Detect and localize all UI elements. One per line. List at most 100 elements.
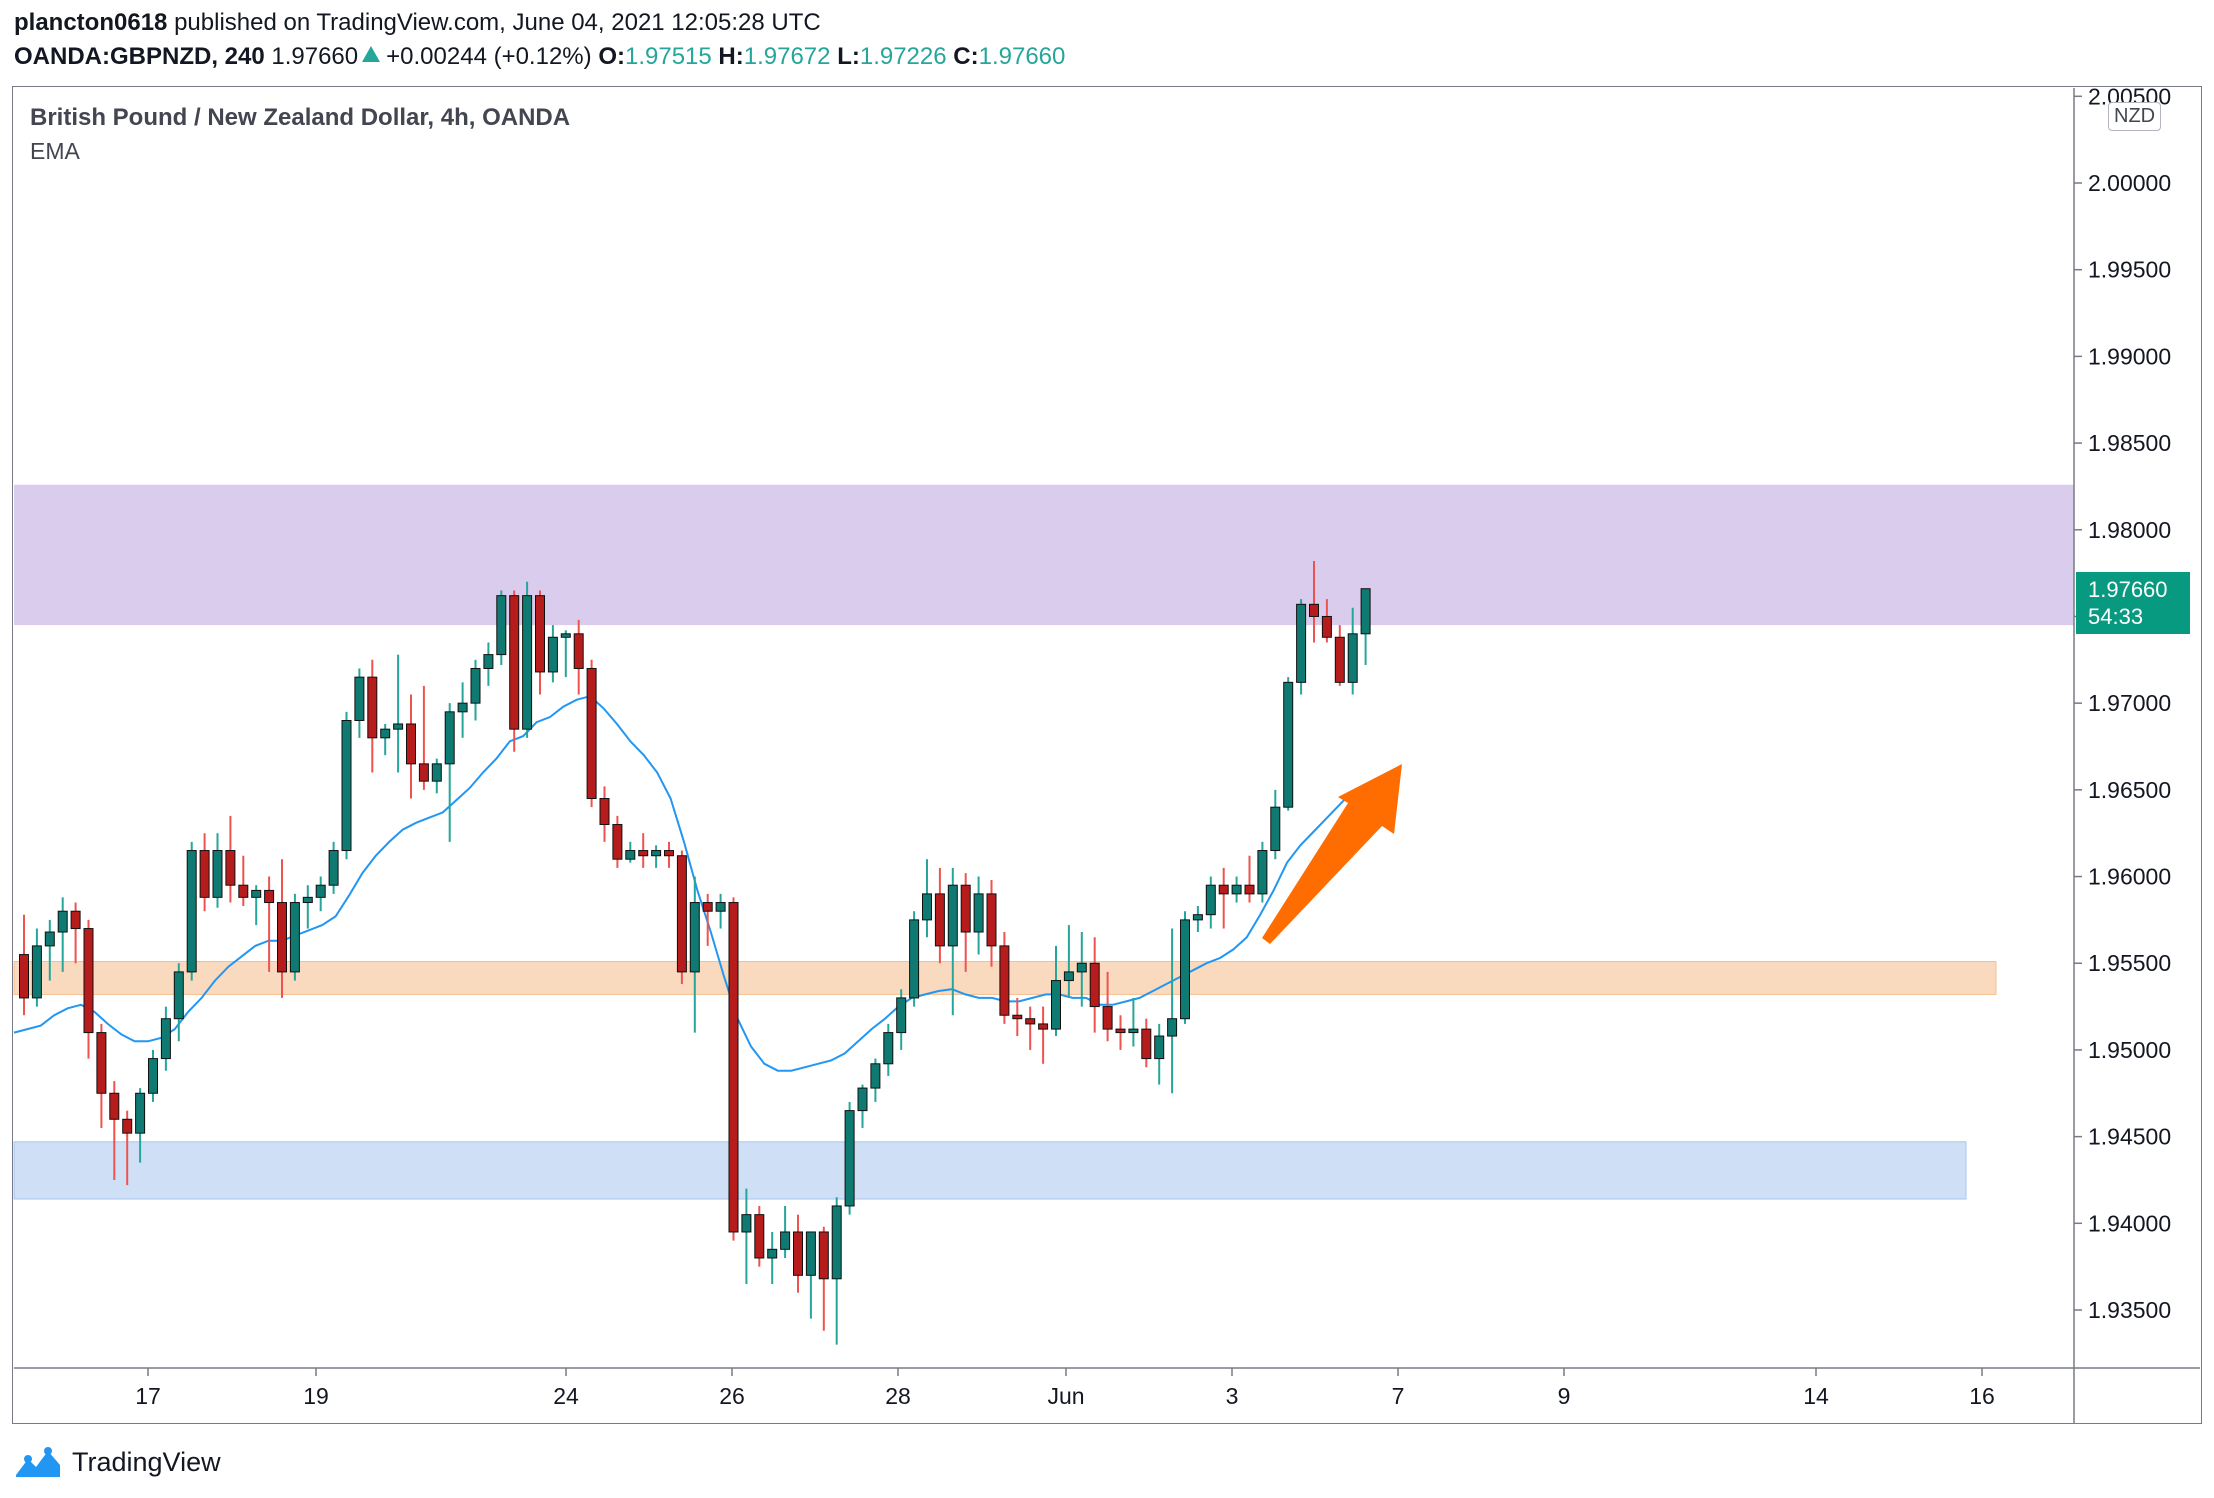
- candle[interactable]: [1257, 841, 1268, 903]
- candle[interactable]: [44, 919, 55, 981]
- candle[interactable]: [651, 845, 662, 868]
- candle[interactable]: [1283, 677, 1294, 811]
- candle[interactable]: [1180, 911, 1190, 1024]
- candle[interactable]: [664, 841, 674, 868]
- candle[interactable]: [754, 1205, 765, 1267]
- candle[interactable]: [70, 902, 81, 964]
- candle[interactable]: [444, 703, 455, 842]
- candle[interactable]: [741, 1188, 752, 1284]
- candle[interactable]: [547, 625, 558, 683]
- candle[interactable]: [909, 911, 920, 1007]
- candle[interactable]: [393, 654, 404, 773]
- candle[interactable]: [922, 859, 932, 938]
- candle[interactable]: [264, 876, 275, 972]
- candle[interactable]: [986, 880, 997, 967]
- candle[interactable]: [1115, 1015, 1126, 1050]
- candle[interactable]: [1309, 560, 1319, 643]
- candle[interactable]: [160, 1006, 171, 1071]
- candle[interactable]: [1128, 997, 1139, 1047]
- candle[interactable]: [818, 1226, 829, 1331]
- candle[interactable]: [676, 850, 687, 985]
- candle[interactable]: [1321, 599, 1332, 643]
- candle[interactable]: [483, 642, 494, 686]
- candle[interactable]: [599, 786, 610, 842]
- candle[interactable]: [238, 855, 249, 907]
- candle[interactable]: [1154, 1023, 1165, 1085]
- candle[interactable]: [225, 815, 236, 903]
- candle[interactable]: [31, 928, 42, 1007]
- candle[interactable]: [934, 867, 945, 964]
- candle[interactable]: [431, 758, 442, 794]
- candle[interactable]: [496, 590, 507, 666]
- candle[interactable]: [367, 659, 378, 773]
- candle[interactable]: [1025, 1006, 1036, 1050]
- candle[interactable]: [186, 841, 197, 981]
- candle[interactable]: [1167, 928, 1178, 1094]
- candle[interactable]: [973, 876, 984, 955]
- zone-demand[interactable]: [13, 1141, 1967, 1200]
- candle[interactable]: [1051, 945, 1061, 1037]
- candle[interactable]: [341, 711, 352, 860]
- candle[interactable]: [1089, 937, 1100, 1033]
- candle[interactable]: [947, 867, 958, 1016]
- candle[interactable]: [1192, 906, 1203, 933]
- candle[interactable]: [793, 1214, 803, 1293]
- candle[interactable]: [289, 893, 300, 981]
- candle[interactable]: [1141, 1018, 1152, 1068]
- candle[interactable]: [689, 876, 700, 1033]
- candle[interactable]: [728, 897, 739, 1241]
- candle[interactable]: [1296, 599, 1307, 695]
- candle[interactable]: [638, 833, 649, 868]
- candle[interactable]: [354, 668, 365, 738]
- candle[interactable]: [715, 893, 726, 929]
- candle[interactable]: [535, 590, 545, 695]
- candle[interactable]: [277, 859, 287, 998]
- candle[interactable]: [199, 833, 210, 912]
- candle[interactable]: [831, 1197, 842, 1345]
- candle[interactable]: [302, 885, 313, 929]
- footer-brand[interactable]: TradingView: [14, 1442, 221, 1482]
- candle[interactable]: [83, 919, 94, 1059]
- candle[interactable]: [148, 1049, 158, 1102]
- candle[interactable]: [1012, 997, 1023, 1037]
- candle[interactable]: [509, 590, 520, 752]
- candle[interactable]: [315, 876, 326, 912]
- candle[interactable]: [612, 815, 623, 868]
- candle[interactable]: [896, 989, 907, 1050]
- candle[interactable]: [251, 885, 262, 926]
- candle[interactable]: [135, 1088, 146, 1163]
- candle[interactable]: [857, 1084, 868, 1128]
- candle[interactable]: [883, 1023, 894, 1076]
- candle[interactable]: [522, 581, 533, 738]
- candle[interactable]: [418, 685, 429, 790]
- candle[interactable]: [1347, 607, 1358, 695]
- candle[interactable]: [960, 873, 971, 972]
- candle[interactable]: [470, 659, 481, 721]
- candle[interactable]: [96, 1023, 107, 1128]
- candle[interactable]: [1334, 625, 1345, 686]
- author-name[interactable]: plancton0618: [14, 9, 168, 36]
- indicator-legend-ema[interactable]: EMA: [30, 138, 80, 164]
- candle[interactable]: [805, 1231, 816, 1319]
- candle[interactable]: [1063, 925, 1074, 998]
- candle[interactable]: [173, 963, 184, 1042]
- candle[interactable]: [406, 694, 416, 799]
- currency-badge[interactable]: NZD: [2108, 102, 2162, 131]
- candle[interactable]: [625, 841, 636, 863]
- candle[interactable]: [560, 630, 571, 678]
- candle[interactable]: [1076, 932, 1087, 1007]
- candle[interactable]: [573, 619, 584, 695]
- candle[interactable]: [380, 723, 391, 756]
- candle[interactable]: [328, 841, 339, 894]
- candle[interactable]: [586, 659, 597, 808]
- candle[interactable]: [1102, 971, 1113, 1042]
- chart-frame[interactable]: [12, 86, 2202, 1424]
- candle[interactable]: [457, 682, 468, 738]
- candle[interactable]: [999, 932, 1010, 1024]
- candle[interactable]: [1244, 855, 1255, 903]
- candle[interactable]: [870, 1058, 881, 1102]
- candle[interactable]: [109, 1081, 120, 1180]
- candle[interactable]: [780, 1205, 791, 1258]
- zone-resistance[interactable]: [14, 484, 2074, 626]
